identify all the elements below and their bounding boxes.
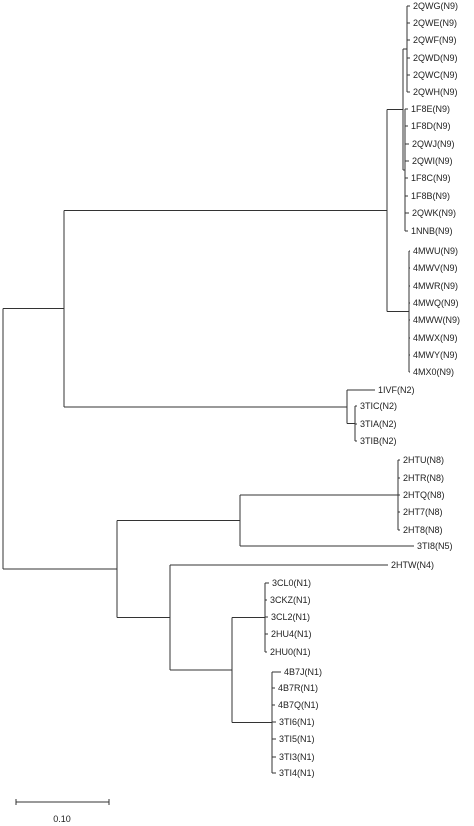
leaf-label: 2QWD(N9) xyxy=(413,53,458,63)
leaf-label: 1IVF(N2) xyxy=(378,385,415,395)
leaf-label: 4MWW(N9) xyxy=(413,315,460,325)
leaf-label: 2QWE(N9) xyxy=(413,18,457,28)
leaf-label: 4MWY(N9) xyxy=(413,350,458,360)
leaf-label: 3CL0(N1) xyxy=(272,578,311,588)
leaf-label: 3TIC(N2) xyxy=(360,401,397,411)
leaf-label: 2HTQ(N8) xyxy=(403,490,445,500)
leaf-label: 2HT7(N8) xyxy=(403,507,443,517)
leaf-label: 2QWH(N9) xyxy=(413,87,458,97)
leaf-label: 2HU0(N1) xyxy=(270,647,311,657)
leaf-label: 3TI5(N1) xyxy=(279,734,315,744)
leaf-label: 2HT8(N8) xyxy=(403,525,443,535)
leaf-label: 1F8E(N9) xyxy=(411,104,450,114)
leaf-label: 4MWX(N9) xyxy=(413,333,458,343)
leaf-label: 2QWG(N9) xyxy=(413,1,458,11)
leaf-label: 4MWQ(N9) xyxy=(413,298,459,308)
leaf-label: 2HU4(N1) xyxy=(271,629,312,639)
leaf-label: 4B7R(N1) xyxy=(278,683,318,693)
leaf-label: 3TI4(N1) xyxy=(279,768,315,778)
leaf-label: 4MWU(N9) xyxy=(413,246,458,256)
leaf-label: 2QWI(N9) xyxy=(412,156,453,166)
leaf-label: 3CL2(N1) xyxy=(271,612,310,622)
leaf-label: 2QWF(N9) xyxy=(413,35,457,45)
leaf-label: 3TI3(N1) xyxy=(279,752,315,762)
leaf-label: 3TI8(N5) xyxy=(417,541,453,551)
leaf-label: 3TI6(N1) xyxy=(279,717,315,727)
leaf-label: 2HTU(N8) xyxy=(403,455,444,465)
leaf-label: 2QWK(N9) xyxy=(412,208,456,218)
leaf-label: 3TIA(N2) xyxy=(360,419,397,429)
leaf-label: 3TIB(N2) xyxy=(360,436,397,446)
leaf-label: 1F8B(N9) xyxy=(411,191,450,201)
scale-bar: 0.10 xyxy=(15,799,110,824)
tree-branches xyxy=(2,5,414,774)
leaf-label: 2QWJ(N9) xyxy=(412,139,455,149)
leaf-label: 1F8D(N9) xyxy=(411,121,451,131)
leaf-label: 3CKZ(N1) xyxy=(270,595,311,605)
leaf-label: 4MWR(N9) xyxy=(413,281,458,291)
leaf-label: 1F8C(N9) xyxy=(411,173,451,183)
leaf-label: 4B7J(N1) xyxy=(284,667,322,677)
leaf-label: 4B7Q(N1) xyxy=(278,700,319,710)
leaf-label: 2HTW(N4) xyxy=(391,560,434,570)
leaf-label: 2HTR(N8) xyxy=(403,473,444,483)
leaf-label: 4MWV(N9) xyxy=(413,263,458,273)
scale-bar-label: 0.10 xyxy=(53,814,71,824)
leaf-label: 2QWC(N9) xyxy=(413,70,458,80)
leaf-label: 1NNB(N9) xyxy=(411,226,453,236)
leaf-label: 4MX0(N9) xyxy=(413,367,454,377)
leaf-labels: 2QWG(N9) 2QWE(N9) 2QWF(N9) 2QWD(N9) 2QWC(N9)… xyxy=(270,1,460,778)
